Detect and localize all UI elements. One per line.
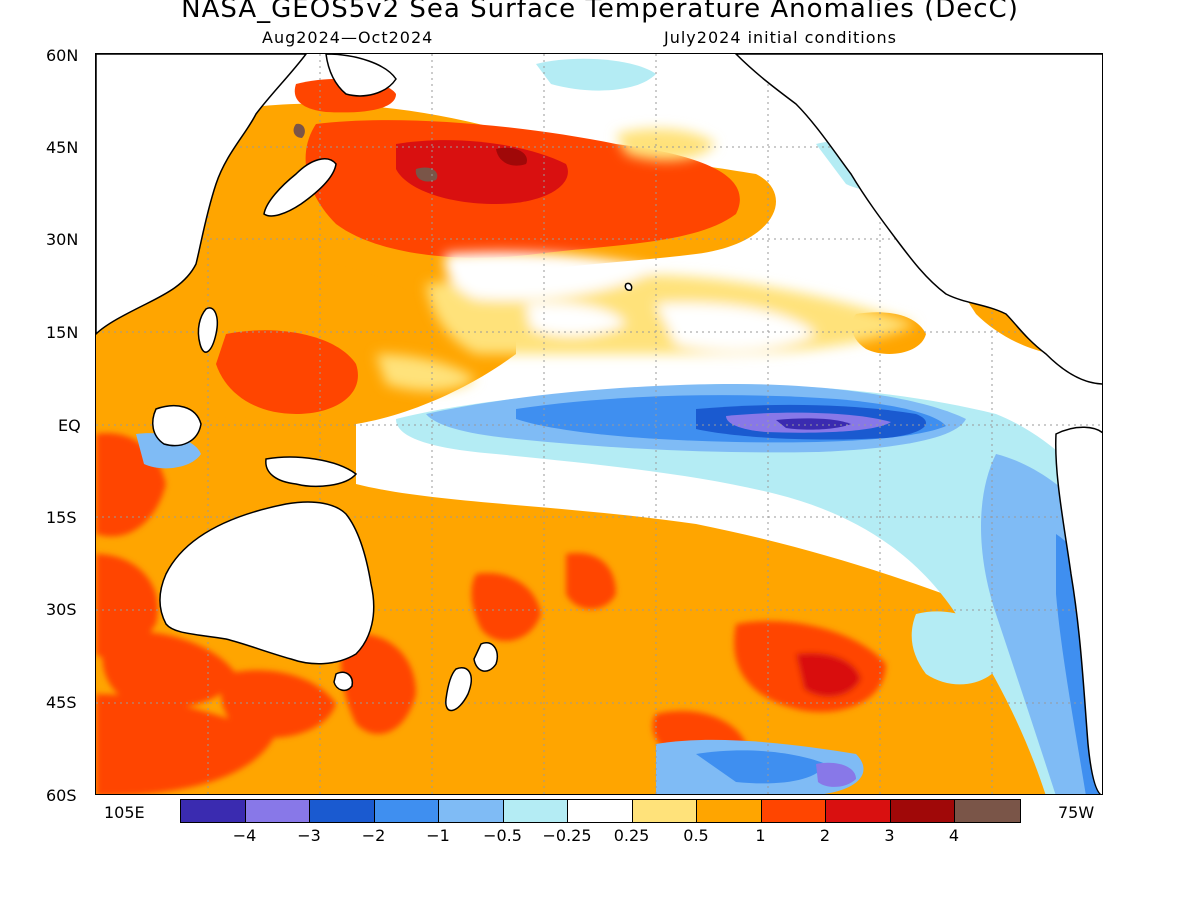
lat-label-30n: 30N — [46, 230, 79, 249]
map-title: NASA_GEOS5v2 Sea Surface Temperature Ano… — [181, 0, 1019, 24]
colorbar-label-1: −3 — [297, 826, 321, 845]
asia — [96, 54, 307, 336]
lat-label-45s: 45S — [46, 693, 77, 712]
colorbar-swatch-11 — [890, 800, 955, 822]
initial-conditions: July2024 initial conditions — [664, 28, 897, 47]
colorbar-label-8: 1 — [755, 826, 766, 845]
colorbar-label-9: 2 — [819, 826, 831, 845]
colorbar-swatch-12 — [955, 800, 1020, 822]
colorbar-swatch-4 — [439, 800, 504, 822]
colorbar-label-3: −1 — [426, 826, 450, 845]
landmasses — [96, 54, 1102, 794]
colorbar-label-11: 4 — [948, 826, 960, 845]
colorbar-label-0: −4 — [232, 826, 257, 845]
lat-label-15n: 15N — [46, 323, 79, 342]
colorbar-label-5: −0.25 — [542, 826, 592, 845]
colorbar-swatch-6 — [568, 800, 633, 822]
graticule — [96, 54, 1102, 794]
colorbar-swatch-2 — [310, 800, 375, 822]
colorbar-swatch-8 — [697, 800, 762, 822]
lat-label-15s: 15S — [46, 508, 77, 527]
hawaii — [624, 282, 633, 291]
new-zealand-north — [473, 642, 498, 672]
extreme-warm-spots — [293, 123, 527, 182]
lon-label-west: 105E — [104, 803, 145, 822]
new-guinea — [265, 456, 358, 488]
lat-label-60n: 60N — [46, 46, 79, 65]
tasmania — [333, 671, 354, 692]
colorbar-swatch-3 — [374, 800, 439, 822]
colorbar-swatch-10 — [826, 800, 891, 822]
philippines — [197, 307, 218, 353]
south-america — [1054, 426, 1102, 794]
southern-warm-patches — [96, 433, 886, 794]
colorbar-swatch-1 — [245, 800, 310, 822]
colorbar-label-10: 3 — [884, 826, 895, 845]
lat-label-45n: 45N — [46, 138, 79, 157]
new-zealand-south — [445, 667, 472, 712]
colorbar-label-2: −2 — [361, 826, 386, 845]
colorbar-swatch-5 — [503, 800, 568, 822]
colorbar-swatch-9 — [761, 800, 826, 822]
colorbar-label-7: 0.5 — [683, 826, 709, 845]
north-america — [734, 54, 1102, 385]
kamchatka — [325, 54, 397, 97]
colorbar-label-6: 0.25 — [613, 826, 650, 845]
neutral-zone — [376, 54, 926, 391]
forecast-period: Aug2024—Oct2024 — [262, 28, 434, 47]
lat-label-60s: 60S — [46, 786, 77, 805]
japan — [263, 158, 337, 217]
lat-label-eq: EQ — [58, 416, 81, 435]
colorbar-swatch-7 — [632, 800, 697, 822]
lat-label-30s: 30S — [46, 600, 77, 619]
colorbar-label-4: −0.5 — [483, 826, 522, 845]
lon-label-east: 75W — [1058, 803, 1095, 822]
colorbar-swatch-0 — [181, 800, 246, 822]
australia — [159, 501, 375, 665]
sst-anomaly-map — [95, 53, 1103, 795]
borneo — [151, 405, 202, 447]
colorbar — [180, 799, 1021, 823]
